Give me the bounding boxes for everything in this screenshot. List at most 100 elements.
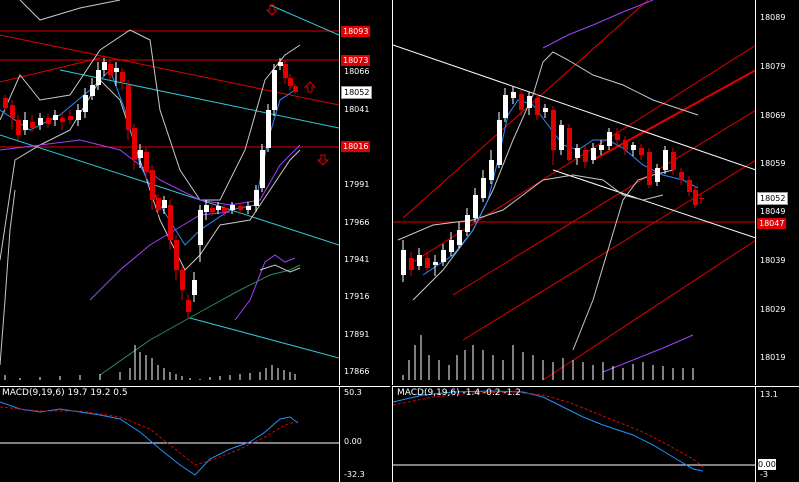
right-price-svg	[393, 0, 756, 381]
candle	[615, 134, 620, 140]
right-macd-tick: -3	[760, 470, 768, 479]
left-y-tick: 18041	[344, 105, 370, 114]
candle	[497, 120, 502, 165]
candle	[489, 160, 494, 180]
macd-line	[393, 390, 704, 472]
band-fragment	[259, 264, 301, 273]
channel-line	[0, 134, 339, 246]
white-trend-line	[393, 44, 756, 171]
right-macd-label: MACD(9,19,6) -1.4 -0.2 -1.2	[397, 388, 521, 398]
candle	[591, 148, 596, 160]
ma-mid	[0, 139, 301, 206]
ma-slow	[602, 334, 694, 373]
right-y-tick: 18039	[760, 256, 786, 265]
right-macd-panel[interactable]: MACD(9,19,6) -1.4 -0.2 -1.2	[392, 386, 756, 482]
left-price-chart[interactable]	[0, 0, 339, 385]
candle	[409, 258, 414, 270]
current-price-tag: 18052	[341, 86, 373, 99]
candle	[230, 205, 235, 210]
candle	[132, 128, 137, 160]
right-y-tick: 18079	[760, 62, 786, 71]
candle	[693, 190, 698, 205]
right-price-chart[interactable]	[392, 0, 756, 385]
candle	[687, 180, 692, 192]
left-y-tick: 17966	[344, 218, 370, 227]
candle	[90, 85, 95, 96]
candle	[156, 198, 161, 210]
left-y-tick: 17991	[344, 180, 370, 189]
candle	[174, 240, 179, 270]
bollinger-top-arc	[19, 0, 121, 21]
left-macd-axis[interactable]: 50.3 0.00 -32.3	[339, 386, 390, 482]
candle	[46, 118, 51, 124]
candle	[567, 128, 572, 160]
candle	[76, 110, 81, 120]
candle	[114, 68, 119, 72]
macd-signal-line	[0, 406, 299, 466]
candle	[204, 205, 209, 212]
left-macd-panel[interactable]: MACD(9,19,6) 19.7 19.2 0.5	[0, 386, 339, 482]
candle	[607, 132, 612, 146]
red-channel-line	[542, 239, 756, 381]
candle	[283, 64, 288, 78]
candle	[96, 70, 101, 85]
right-macd-axis[interactable]: 13.1 0.00 -3	[755, 386, 799, 482]
candle	[102, 62, 107, 70]
candle	[655, 168, 660, 182]
candle	[473, 195, 478, 218]
price-tag-18047: 18047	[757, 218, 787, 229]
candle	[192, 280, 197, 295]
candle	[639, 148, 644, 155]
candle	[671, 152, 676, 170]
candle	[120, 72, 125, 82]
candle	[527, 96, 532, 108]
candle	[631, 145, 636, 150]
red-channel-line	[402, 0, 649, 219]
candle	[401, 250, 406, 275]
macd-signal-line	[393, 391, 704, 468]
candle	[441, 250, 446, 262]
candle	[162, 200, 167, 208]
left-macd-tick: 0.00	[344, 437, 362, 446]
candle	[222, 208, 227, 212]
candle	[3, 98, 8, 108]
candle	[126, 85, 131, 130]
candle	[30, 122, 35, 128]
right-y-tick: 18059	[760, 159, 786, 168]
left-macd-tick: 50.3	[344, 388, 362, 397]
ma-slow	[89, 211, 231, 301]
candle	[254, 190, 259, 206]
bollinger-lower	[0, 79, 301, 271]
candle	[168, 205, 173, 240]
candle	[519, 94, 524, 110]
candle	[10, 105, 15, 118]
channel-line	[189, 317, 339, 359]
left-y-tick: 18066	[344, 67, 370, 76]
candle	[138, 150, 143, 158]
candle	[503, 95, 508, 118]
candle	[60, 118, 65, 122]
left-macd-svg	[0, 401, 339, 476]
candle	[150, 170, 155, 200]
left-macd-tick: -32.3	[344, 470, 365, 479]
trend-line	[0, 34, 339, 106]
candle	[543, 108, 548, 112]
channel-line	[269, 4, 339, 36]
arrow-down-icon	[316, 154, 330, 166]
candle	[210, 208, 215, 212]
candle	[417, 255, 422, 266]
left-y-tick: 17866	[344, 367, 370, 376]
left-y-tick: 17916	[344, 292, 370, 301]
price-tag-18016: 18016	[341, 141, 371, 152]
red-channel-line	[462, 159, 756, 341]
left-price-axis[interactable]: 18066 18041 17991 17966 17941 17916 1789…	[339, 0, 390, 385]
candle	[647, 152, 652, 185]
candle	[144, 152, 149, 172]
right-macd-tick: 0.00	[758, 459, 776, 470]
macd-line	[0, 401, 299, 476]
right-price-axis[interactable]: 18089 18079 18069 18059 18049 18039 1802…	[755, 0, 799, 385]
price-tag-18093: 18093	[341, 26, 371, 37]
candle	[663, 150, 668, 170]
candle	[238, 206, 243, 210]
ma-long	[99, 264, 301, 376]
